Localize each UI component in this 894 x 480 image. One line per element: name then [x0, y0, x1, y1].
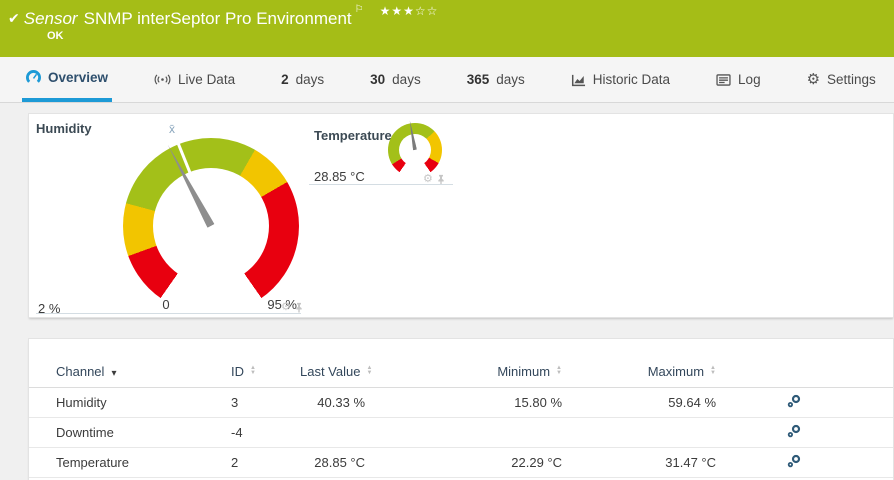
column-header-actions [717, 355, 893, 388]
tab-365-days-number: 365 [466, 72, 490, 87]
channels-table: Channel ▾ ID ▲ ▼ Last Value ▲ ▼ Minimum ▲ ▼ Max… [29, 355, 893, 478]
priority-stars[interactable]: ★★★☆☆ [379, 4, 439, 18]
tab-365-days-label: days [496, 72, 525, 87]
column-header-maximum[interactable]: Maximum ▲ ▼ [563, 355, 717, 388]
object-kind-label: Sensor [23, 9, 78, 28]
tab-bar: Overview Live Data 2 days 30 days 365 da… [0, 57, 894, 103]
gauge-icon [26, 70, 41, 85]
channel-minimum-cell: 15.80 % [369, 387, 563, 418]
tab-2-days-number: 2 [281, 72, 289, 87]
temperature-gauge-title: Temperature [314, 128, 392, 143]
sort-desc-icon: ▾ [111, 367, 117, 379]
temperature-last-value: 28.85 °C [314, 169, 365, 184]
column-header-channel[interactable]: Channel ▾ [29, 355, 209, 388]
tab-historic-data[interactable]: Historic Data [567, 57, 674, 102]
historic-chart-icon [571, 73, 586, 87]
flag-icon[interactable]: ⚐ [354, 4, 364, 15]
sensor-title-row: ✔ Sensor SNMP interSeptor Pro Environmen… [8, 4, 438, 30]
tab-log-label: Log [738, 72, 761, 87]
temperature-pin-icon[interactable] [437, 174, 445, 185]
status-badge: OK [47, 30, 64, 42]
humidity-gauge-title: Humidity [36, 121, 92, 136]
channel-maximum-cell [563, 417, 717, 448]
humidity-gauge [123, 138, 299, 314]
table-header-row: Channel ▾ ID ▲ ▼ Last Value ▲ ▼ Minimum ▲ ▼ Max… [29, 355, 893, 388]
sort-both-icon: ▲ ▼ [366, 365, 373, 377]
channel-settings-gears-icon[interactable] [787, 424, 801, 438]
channel-maximum-cell: 31.47 °C [563, 447, 717, 478]
channel-settings-gears-icon[interactable] [787, 454, 801, 468]
tab-settings[interactable]: ⚙ Settings [803, 57, 880, 102]
tab-live-data-label: Live Data [178, 72, 236, 87]
tab-log[interactable]: Log [712, 57, 765, 102]
temperature-gauge [388, 123, 442, 177]
channel-name-cell[interactable]: Temperature [29, 447, 209, 478]
table-row-humidity[interactable]: Humidity 3 40.33 % 15.80 % 59.64 % [29, 387, 893, 418]
channel-last-value-cell [299, 417, 369, 448]
tab-overview[interactable]: Overview [22, 57, 113, 102]
temperature-settings-gear-icon[interactable]: ⚙ [423, 173, 433, 185]
tab-live-data[interactable]: Live Data [150, 57, 239, 102]
tab-historic-data-label: Historic Data [592, 72, 671, 87]
channel-minimum-cell [369, 417, 563, 448]
channel-last-value-cell: 40.33 % [299, 387, 369, 418]
channel-settings-cell [717, 387, 893, 418]
humidity-tile-separator [36, 313, 301, 314]
tab-settings-label: Settings [827, 72, 876, 87]
humidity-tile-tools: ⚙ [281, 302, 303, 313]
tab-overview-label: Overview [48, 70, 109, 85]
tab-2-days[interactable]: 2 days [277, 57, 328, 102]
humidity-settings-gear-icon[interactable]: ⚙ [281, 301, 291, 313]
humidity-scale-max-label: 95 % [267, 297, 297, 312]
sensor-title: SNMP interSeptor Pro Environment [83, 9, 352, 28]
table-row-downtime[interactable]: Downtime -4 [29, 417, 893, 448]
temperature-tile-tools: ⚙ [423, 174, 445, 185]
tab-30-days-number: 30 [370, 72, 386, 87]
status-ok-check-icon: ✔ [8, 10, 20, 26]
channel-maximum-cell: 59.64 % [563, 387, 717, 418]
log-list-icon [716, 73, 731, 86]
channels-table-panel: Channel ▾ ID ▲ ▼ Last Value ▲ ▼ Minimum ▲ ▼ Max… [28, 338, 894, 480]
channel-name-cell[interactable]: Downtime [29, 417, 209, 448]
sensor-status-header: ✔ Sensor SNMP interSeptor Pro Environmen… [0, 0, 894, 57]
tab-365-days[interactable]: 365 days [463, 57, 529, 102]
channel-last-value-cell: 28.85 °C [299, 447, 369, 478]
humidity-scale-min-label: 2 % [38, 301, 61, 316]
tab-30-days[interactable]: 30 days [366, 57, 425, 102]
humidity-pin-icon[interactable] [295, 302, 303, 313]
temperature-tile-separator [309, 184, 453, 185]
sort-both-icon: ▲ ▼ [250, 365, 256, 377]
channel-id-cell: 3 [209, 387, 299, 418]
channel-minimum-cell: 22.29 °C [369, 447, 563, 478]
settings-gear-icon: ⚙ [806, 71, 821, 88]
sort-both-icon: ▲ ▼ [710, 365, 716, 377]
column-header-last-value[interactable]: Last Value ▲ ▼ [299, 355, 373, 388]
column-header-id[interactable]: ID ▲ ▼ [209, 355, 299, 388]
humidity-gauge-hole [153, 168, 269, 284]
tab-30-days-label: days [392, 72, 421, 87]
channel-name-cell[interactable]: Humidity [29, 387, 209, 418]
channel-settings-cell [717, 447, 893, 478]
mean-marker-icon: x̄ [169, 122, 175, 136]
table-row-temperature[interactable]: Temperature 2 28.85 °C 22.29 °C 31.47 °C [29, 447, 893, 478]
sort-both-icon: ▲ ▼ [556, 365, 562, 377]
channel-id-cell: -4 [209, 417, 299, 448]
channel-id-cell: 2 [209, 447, 299, 478]
temperature-gauge-hole [399, 134, 431, 166]
tab-2-days-label: days [295, 72, 325, 87]
gauges-panel: Humidity x̄ 2 % 0 95 % ⚙ Temperature 28.… [28, 113, 894, 318]
humidity-scale-zero-label: 0 [162, 297, 170, 312]
channel-settings-gears-icon[interactable] [787, 394, 801, 408]
column-header-minimum[interactable]: Minimum ▲ ▼ [369, 355, 563, 388]
channel-settings-cell [717, 417, 893, 448]
live-data-icon [154, 73, 171, 86]
